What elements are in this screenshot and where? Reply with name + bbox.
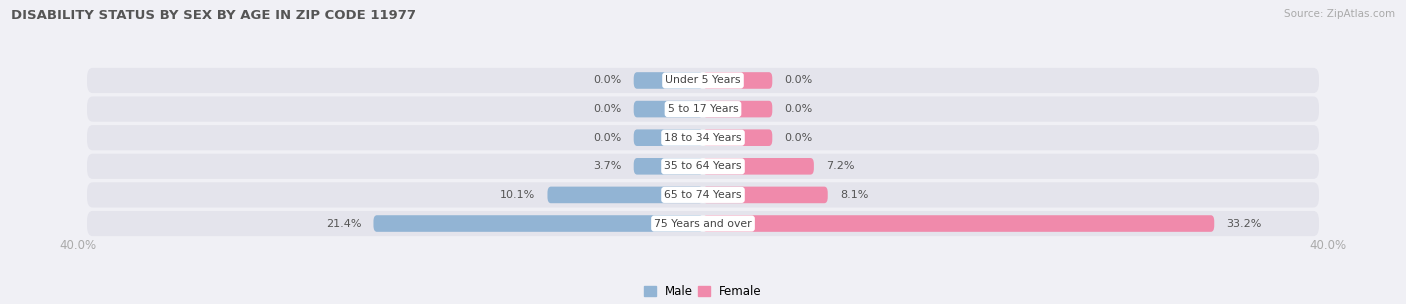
FancyBboxPatch shape [703,158,814,174]
Text: 75 Years and over: 75 Years and over [654,219,752,229]
FancyBboxPatch shape [87,211,1319,236]
Text: 10.1%: 10.1% [501,190,536,200]
FancyBboxPatch shape [634,72,703,89]
Text: 0.0%: 0.0% [785,133,813,143]
Text: 65 to 74 Years: 65 to 74 Years [664,190,742,200]
Text: DISABILITY STATUS BY SEX BY AGE IN ZIP CODE 11977: DISABILITY STATUS BY SEX BY AGE IN ZIP C… [11,9,416,22]
FancyBboxPatch shape [87,68,1319,93]
Text: 7.2%: 7.2% [827,161,855,171]
Text: 21.4%: 21.4% [326,219,361,229]
Text: 0.0%: 0.0% [785,104,813,114]
FancyBboxPatch shape [634,101,703,117]
Text: 0.0%: 0.0% [593,133,621,143]
Text: 40.0%: 40.0% [1309,239,1347,252]
FancyBboxPatch shape [87,182,1319,208]
FancyBboxPatch shape [703,101,772,117]
Text: 0.0%: 0.0% [785,75,813,85]
Text: 0.0%: 0.0% [593,104,621,114]
Text: 3.7%: 3.7% [593,161,621,171]
Text: 5 to 17 Years: 5 to 17 Years [668,104,738,114]
Text: 33.2%: 33.2% [1226,219,1263,229]
Legend: Male, Female: Male, Female [644,285,762,298]
Text: 0.0%: 0.0% [593,75,621,85]
Text: 40.0%: 40.0% [59,239,97,252]
FancyBboxPatch shape [87,154,1319,179]
FancyBboxPatch shape [547,187,703,203]
Text: 18 to 34 Years: 18 to 34 Years [664,133,742,143]
FancyBboxPatch shape [634,130,703,146]
FancyBboxPatch shape [87,125,1319,150]
Text: 8.1%: 8.1% [839,190,869,200]
FancyBboxPatch shape [703,130,772,146]
Text: 35 to 64 Years: 35 to 64 Years [664,161,742,171]
Text: Source: ZipAtlas.com: Source: ZipAtlas.com [1284,9,1395,19]
FancyBboxPatch shape [87,96,1319,122]
FancyBboxPatch shape [703,72,772,89]
FancyBboxPatch shape [374,215,703,232]
Text: Under 5 Years: Under 5 Years [665,75,741,85]
FancyBboxPatch shape [634,158,703,174]
FancyBboxPatch shape [703,215,1215,232]
FancyBboxPatch shape [703,187,828,203]
